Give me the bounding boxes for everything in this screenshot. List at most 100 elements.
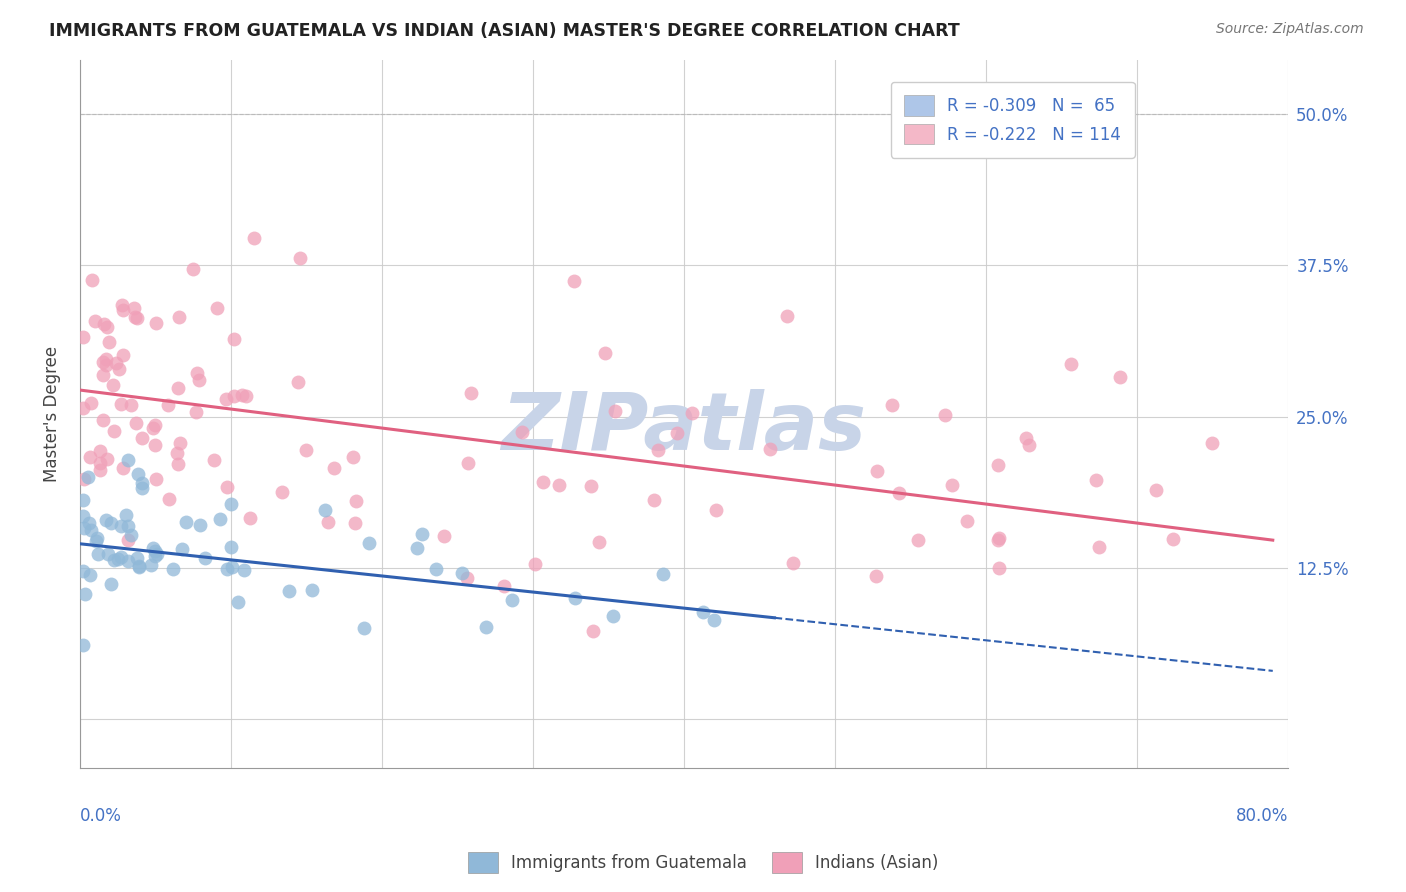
Point (142, 421, 165, 435)
Point (79, 568, 101, 582)
Point (72, 473, 94, 487)
Point (72, 330, 94, 344)
Point (581, 624, 603, 638)
Point (692, 605, 714, 619)
Point (79, 450, 101, 464)
Point (564, 274, 586, 288)
Point (344, 493, 367, 508)
Point (603, 404, 626, 418)
Point (157, 491, 180, 506)
Point (94, 512, 117, 526)
Point (128, 559, 150, 574)
Point (652, 566, 675, 581)
Point (86, 532, 108, 546)
Point (117, 518, 139, 533)
Point (184, 405, 207, 419)
Point (91, 413, 114, 427)
Point (776, 309, 799, 323)
Point (987, 458, 1010, 472)
Point (94, 358, 117, 372)
Point (758, 442, 780, 456)
Point (120, 528, 142, 542)
Point (474, 620, 496, 634)
Point (89, 456, 111, 470)
Point (72, 638, 94, 652)
Point (93, 368, 115, 382)
Point (77, 470, 100, 484)
Point (127, 467, 149, 481)
Point (233, 563, 256, 577)
Point (941, 478, 963, 492)
Point (205, 301, 228, 315)
Legend: R = -0.309   N =  65, R = -0.222   N = 114: R = -0.309 N = 65, R = -0.222 N = 114 (890, 82, 1135, 158)
Point (287, 376, 309, 390)
Point (547, 478, 569, 492)
Point (665, 426, 688, 441)
Point (72, 401, 94, 415)
Point (83, 314, 105, 328)
Point (127, 551, 149, 566)
Point (166, 446, 188, 460)
Point (77, 516, 100, 530)
Point (142, 541, 165, 555)
Point (703, 613, 725, 627)
Point (110, 549, 132, 564)
Point (231, 387, 253, 401)
Point (103, 553, 125, 567)
Point (86, 548, 108, 562)
Point (217, 480, 239, 494)
Point (131, 475, 153, 490)
Point (221, 559, 243, 574)
Point (1060, 357, 1083, 371)
Point (243, 230, 266, 244)
Point (194, 550, 217, 565)
Point (956, 514, 979, 528)
Text: 0.0%: 0.0% (80, 806, 122, 824)
Point (531, 475, 554, 489)
Point (84, 533, 107, 548)
Point (145, 316, 167, 330)
Point (882, 398, 904, 412)
Point (93, 317, 115, 331)
Point (110, 519, 132, 533)
Point (301, 583, 323, 598)
Point (117, 554, 139, 568)
Point (456, 572, 478, 586)
Point (278, 583, 301, 598)
Point (111, 298, 134, 312)
Point (433, 529, 456, 543)
Point (1088, 540, 1111, 554)
Point (72, 493, 94, 508)
Point (411, 527, 433, 541)
Text: Source: ZipAtlas.com: Source: ZipAtlas.com (1216, 22, 1364, 37)
Point (987, 561, 1010, 575)
Point (357, 535, 380, 549)
Point (1201, 436, 1223, 450)
Point (170, 542, 193, 557)
Point (353, 621, 375, 635)
Point (107, 362, 129, 376)
Point (143, 417, 166, 432)
Point (145, 472, 167, 486)
Point (107, 552, 129, 566)
Point (342, 450, 364, 464)
Point (217, 562, 239, 576)
Point (316, 515, 339, 529)
Point (1084, 474, 1107, 488)
Point (188, 517, 211, 532)
Point (73, 521, 96, 535)
Point (1018, 437, 1040, 451)
Point (1015, 431, 1038, 445)
Point (405, 541, 427, 555)
Point (222, 332, 245, 346)
Text: 80.0%: 80.0% (1236, 806, 1288, 824)
Point (588, 534, 610, 549)
Point (235, 388, 257, 402)
Point (122, 301, 145, 316)
Point (143, 438, 166, 452)
Point (295, 442, 318, 457)
Point (219, 497, 242, 511)
Point (96, 452, 118, 467)
Point (94, 351, 117, 366)
Point (167, 457, 190, 471)
